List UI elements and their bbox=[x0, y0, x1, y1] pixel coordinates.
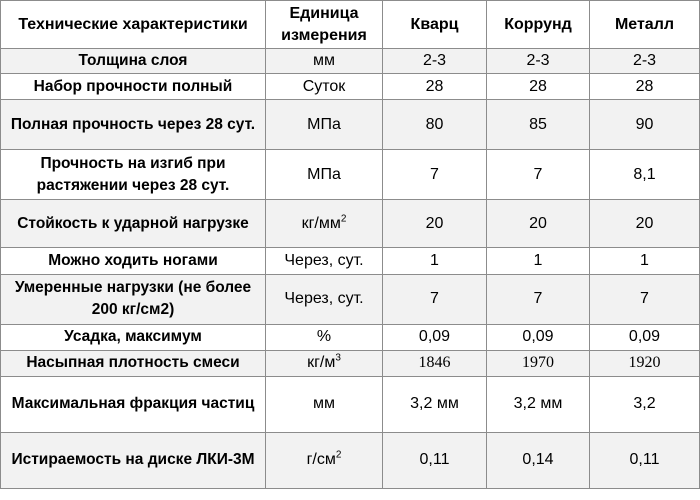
metal-cell: 8,1 bbox=[589, 149, 700, 201]
table-row: Максимальная фракция частиц мм 3,2 мм 3,… bbox=[0, 375, 700, 433]
metal-cell: 2-3 bbox=[589, 48, 700, 75]
param-cell: Набор прочности полный bbox=[0, 73, 266, 101]
corundum-cell: 2-3 bbox=[486, 48, 590, 75]
unit-cell: Суток bbox=[265, 73, 383, 101]
unit-cell: % bbox=[265, 323, 383, 351]
metal-cell: 28 bbox=[589, 73, 700, 101]
corundum-cell: 7 bbox=[486, 273, 590, 325]
metal-cell: 0,11 bbox=[589, 431, 700, 490]
quartz-cell: 7 bbox=[382, 273, 487, 325]
unit-cell: МПа bbox=[265, 149, 383, 201]
metal-cell: 20 bbox=[589, 199, 700, 249]
quartz-cell: 0,09 bbox=[382, 323, 487, 351]
header-corundum: Коррунд bbox=[486, 0, 590, 50]
quartz-cell: 7 bbox=[382, 149, 487, 201]
table-row: Усадка, максимум % 0,09 0,09 0,09 bbox=[0, 323, 700, 351]
header-row: Технические характеристики Единица измер… bbox=[0, 0, 700, 50]
quartz-cell: 1846 bbox=[382, 349, 487, 377]
header-unit: Единица измерения bbox=[265, 0, 383, 50]
corundum-cell: 1 bbox=[486, 247, 590, 275]
table-row: Истираемость на диске ЛКИ-3М г/см2 0,11 … bbox=[0, 431, 700, 490]
param-cell: Усадка, максимум bbox=[0, 323, 266, 351]
corundum-cell: 1970 bbox=[486, 349, 590, 377]
unit-cell: МПа bbox=[265, 99, 383, 151]
unit-cell: мм bbox=[265, 375, 383, 433]
param-cell: Умеренные нагрузки (не более 200 кг/см2) bbox=[0, 273, 266, 325]
metal-cell: 3,2 bbox=[589, 375, 700, 433]
unit-cell: кг/мм2 bbox=[265, 199, 383, 249]
unit-cell: Через, сут. bbox=[265, 247, 383, 275]
unit-cell: г/см2 bbox=[265, 431, 383, 490]
quartz-cell: 1 bbox=[382, 247, 487, 275]
corundum-cell: 85 bbox=[486, 99, 590, 151]
header-quartz: Кварц bbox=[382, 0, 487, 50]
table-row: Толщина слоя мм 2-3 2-3 2-3 bbox=[0, 48, 700, 75]
corundum-cell: 20 bbox=[486, 199, 590, 249]
header-metal: Металл bbox=[589, 0, 700, 50]
table-row: Умеренные нагрузки (не более 200 кг/см2)… bbox=[0, 273, 700, 325]
corundum-cell: 28 bbox=[486, 73, 590, 101]
corundum-cell: 0,09 bbox=[486, 323, 590, 351]
table-row: Набор прочности полный Суток 28 28 28 bbox=[0, 73, 700, 101]
param-cell: Стойкость к ударной нагрузке bbox=[0, 199, 266, 249]
unit-cell: мм bbox=[265, 48, 383, 75]
param-cell: Прочность на изгиб при растяжении через … bbox=[0, 149, 266, 201]
param-cell: Полная прочность через 28 сут. bbox=[0, 99, 266, 151]
metal-cell: 1 bbox=[589, 247, 700, 275]
quartz-cell: 0,11 bbox=[382, 431, 487, 490]
metal-cell: 90 bbox=[589, 99, 700, 151]
param-cell: Можно ходить ногами bbox=[0, 247, 266, 275]
param-cell: Истираемость на диске ЛКИ-3М bbox=[0, 431, 266, 490]
metal-cell: 0,09 bbox=[589, 323, 700, 351]
table-row: Прочность на изгиб при растяжении через … bbox=[0, 149, 700, 201]
unit-cell: кг/м3 bbox=[265, 349, 383, 377]
table-row: Полная прочность через 28 сут. МПа 80 85… bbox=[0, 99, 700, 151]
unit-cell: Через, сут. bbox=[265, 273, 383, 325]
corundum-cell: 7 bbox=[486, 149, 590, 201]
param-cell: Максимальная фракция частиц bbox=[0, 375, 266, 433]
corundum-cell: 3,2 мм bbox=[486, 375, 590, 433]
table-row: Стойкость к ударной нагрузке кг/мм2 20 2… bbox=[0, 199, 700, 249]
quartz-cell: 2-3 bbox=[382, 48, 487, 75]
param-cell: Толщина слоя bbox=[0, 48, 266, 75]
table-row: Можно ходить ногами Через, сут. 1 1 1 bbox=[0, 247, 700, 275]
corundum-cell: 0,14 bbox=[486, 431, 590, 490]
param-cell: Насыпная плотность смеси bbox=[0, 349, 266, 377]
quartz-cell: 28 bbox=[382, 73, 487, 101]
metal-cell: 7 bbox=[589, 273, 700, 325]
table-row: Насыпная плотность смеси кг/м3 1846 1970… bbox=[0, 349, 700, 377]
quartz-cell: 3,2 мм bbox=[382, 375, 487, 433]
metal-cell: 1920 bbox=[589, 349, 700, 377]
header-characteristics: Технические характеристики bbox=[0, 0, 266, 50]
quartz-cell: 20 bbox=[382, 199, 487, 249]
quartz-cell: 80 bbox=[382, 99, 487, 151]
